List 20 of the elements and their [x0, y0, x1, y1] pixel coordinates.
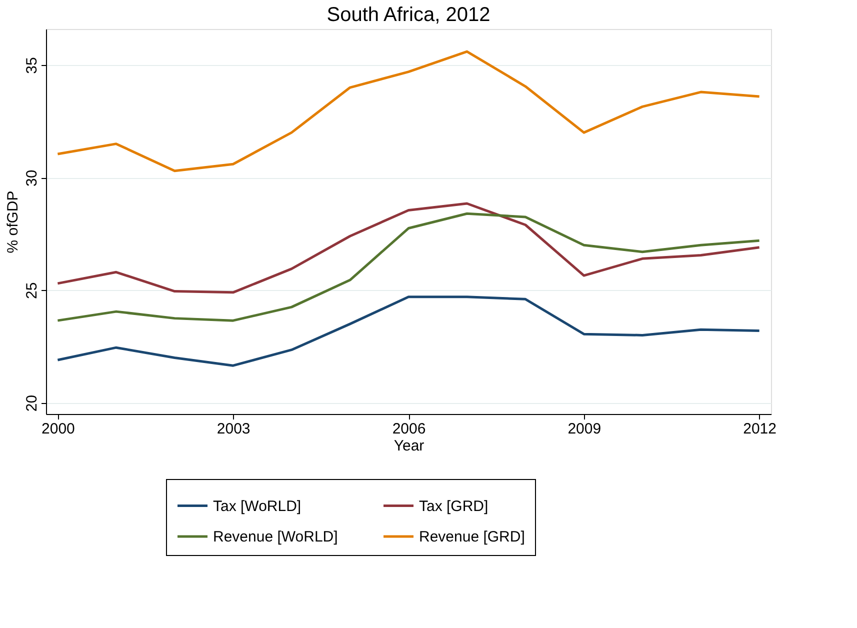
- x-tick-label: 2000: [42, 420, 75, 438]
- line-series: [56, 202, 761, 294]
- legend-label: Tax [GRD]: [419, 498, 488, 515]
- y-tick-label: 35: [24, 57, 40, 74]
- legend-label: Revenue [GRD]: [419, 528, 525, 546]
- x-tick-label: 2009: [568, 420, 602, 438]
- y-tick-label: 30: [24, 170, 40, 186]
- x-tick-label: 2012: [743, 420, 776, 438]
- line-series: [56, 50, 761, 172]
- x-tick-label: 2003: [216, 420, 250, 438]
- y-tick-label: 20: [24, 394, 40, 412]
- y-tick-label: 25: [24, 282, 40, 300]
- x-tick-label: 2006: [392, 420, 426, 438]
- line-series: [56, 212, 761, 322]
- line-series: [56, 296, 761, 367]
- legend-label: Tax [WoRLD]: [213, 498, 302, 515]
- legend-label: Revenue [WoRLD]: [213, 528, 338, 546]
- chart-title: South Africa, 2012: [326, 4, 490, 26]
- y-axis-title: % ofGDP: [4, 190, 22, 254]
- x-axis-title: Year: [394, 438, 424, 454]
